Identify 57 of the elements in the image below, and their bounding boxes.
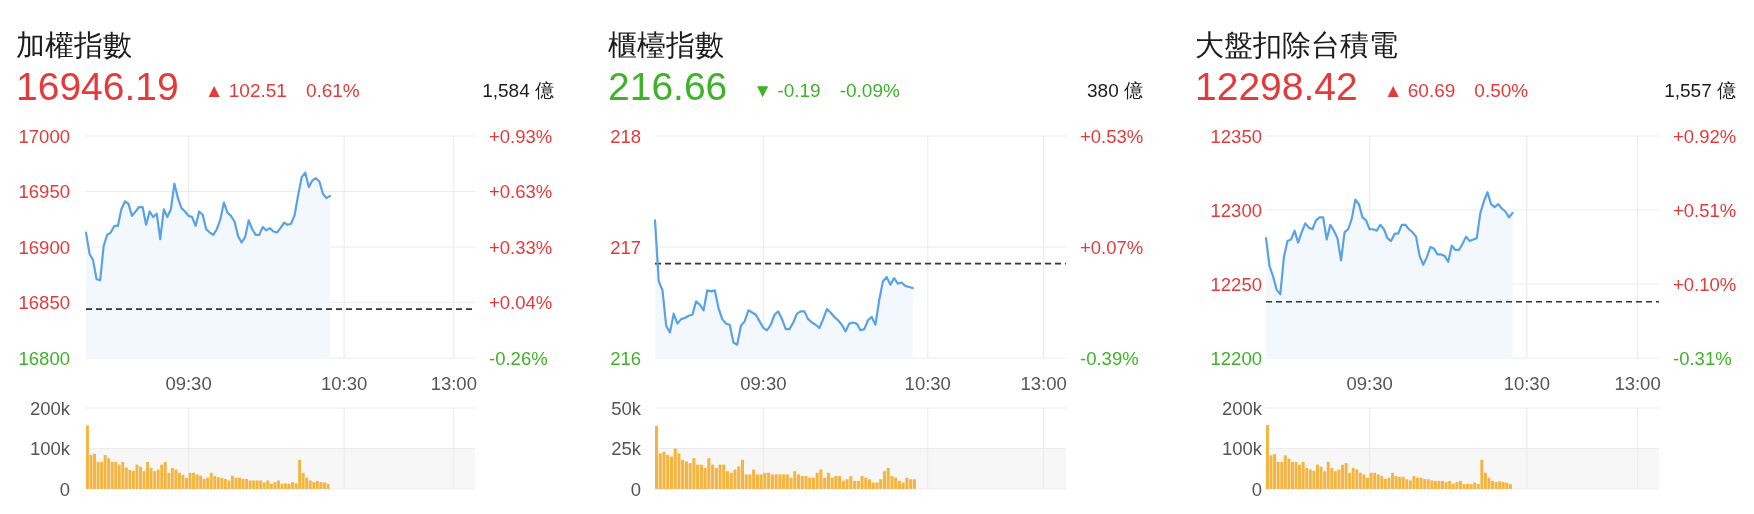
x-tick-label: 10:30: [904, 372, 951, 394]
y3-tick-label: 100k: [29, 438, 71, 459]
y3-tick-label: 200k: [29, 397, 71, 419]
text: -0.09%: [839, 79, 900, 101]
y3-tick-label: 0: [59, 478, 70, 500]
y2-tick-label: +0.63%: [489, 181, 553, 203]
y-tick-label: 12300: [1210, 199, 1262, 221]
y-tick-label: 218: [610, 125, 641, 147]
y2-tick-label: -0.26%: [489, 347, 548, 369]
x-tick-label: 13:00: [1020, 372, 1067, 394]
text: 1,557 億: [1664, 79, 1736, 101]
x-tick-label: 09:30: [165, 372, 212, 394]
y-tick-label: 16850: [18, 292, 70, 313]
y2-tick-label: +0.07%: [1080, 236, 1144, 258]
y3-tick-label: 50k: [611, 397, 642, 419]
text: 0.50%: [1474, 79, 1529, 101]
chart-title: 大盤扣除台積電: [1195, 29, 1398, 61]
y2-tick-label: +0.10%: [1673, 273, 1737, 295]
text: ▲ 60.69: [1383, 79, 1456, 101]
text: ▼ -0.19: [753, 79, 821, 101]
chart-title: 櫃檯指數: [608, 29, 724, 61]
x-tick-label: 10:30: [1503, 372, 1550, 394]
y2-tick-label: -0.31%: [1673, 347, 1732, 369]
y2-tick-label: +0.33%: [489, 237, 553, 259]
y-tick-label: 16800: [18, 347, 70, 369]
y-tick-label: 12250: [1210, 273, 1262, 295]
y-tick-label: 12350: [1210, 125, 1262, 147]
x-tick-label: 09:30: [1346, 372, 1393, 394]
y-tick-label: 16900: [18, 236, 70, 258]
y-tick-label: 12200: [1210, 347, 1262, 369]
y3-tick-label: 0: [1251, 478, 1262, 500]
x-tick-label: 10:30: [321, 372, 368, 394]
text: 380 億: [1087, 79, 1143, 101]
chart-subtitle: 216.66: [608, 64, 728, 108]
x-tick-label: 13:00: [430, 372, 477, 394]
chart-subtitle: 16946.19: [16, 64, 179, 108]
y-tick-label: 216: [610, 347, 641, 369]
y2-tick-label: +0.53%: [1080, 125, 1144, 147]
y3-tick-label: 100k: [1221, 438, 1263, 459]
text: ▲ 102.51: [204, 79, 287, 101]
x-tick-label: 09:30: [740, 372, 787, 394]
x-tick-label: 13:00: [1614, 372, 1661, 394]
y3-tick-label: 25k: [611, 438, 642, 459]
text: 1,584 億: [482, 79, 554, 101]
y-tick-label: 217: [610, 236, 641, 258]
y2-tick-label: +0.51%: [1673, 199, 1737, 221]
y2-tick-label: +0.92%: [1673, 125, 1737, 147]
chart-title: 加權指數: [16, 29, 132, 61]
y-tick-label: 16950: [18, 181, 70, 202]
y2-tick-label: +0.04%: [489, 291, 553, 313]
text: 0.61%: [305, 79, 360, 101]
y3-tick-label: 0: [630, 478, 641, 500]
chart-subtitle: 12298.42: [1195, 64, 1358, 108]
y-tick-label: 17000: [18, 125, 70, 147]
y3-tick-label: 200k: [1221, 397, 1263, 419]
y2-tick-label: +0.93%: [489, 125, 553, 147]
y2-tick-label: -0.39%: [1080, 347, 1139, 369]
